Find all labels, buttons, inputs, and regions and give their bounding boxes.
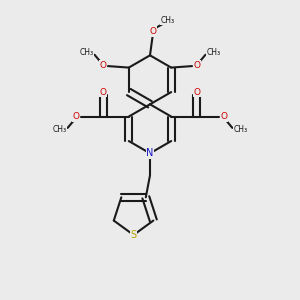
Text: O: O [149, 27, 157, 36]
Text: N: N [146, 148, 154, 158]
Text: O: O [194, 88, 200, 97]
Text: O: O [99, 61, 106, 70]
Text: O: O [73, 112, 80, 121]
Text: CH₃: CH₃ [207, 49, 221, 58]
Text: O: O [100, 88, 106, 97]
Text: CH₃: CH₃ [79, 49, 93, 58]
Text: S: S [130, 230, 136, 240]
Text: O: O [194, 61, 201, 70]
Text: CH₃: CH₃ [52, 125, 66, 134]
Text: O: O [220, 112, 227, 121]
Text: CH₃: CH₃ [234, 125, 248, 134]
Text: CH₃: CH₃ [160, 16, 175, 25]
